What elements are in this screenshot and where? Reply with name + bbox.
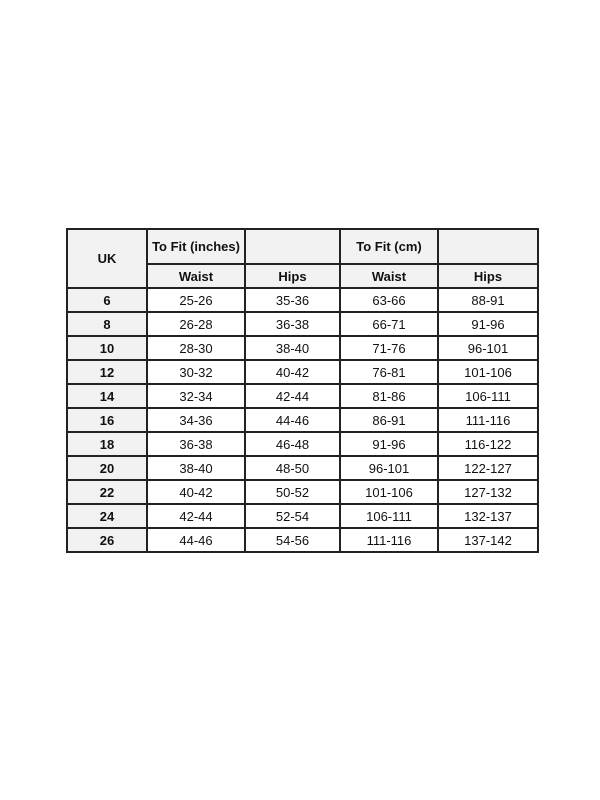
- inches-header: To Fit (inches): [146, 228, 246, 265]
- waist-cm-cell: 63-66: [339, 287, 439, 313]
- hips-inches-cell: 52-54: [244, 503, 341, 529]
- hips-cm-header: Hips: [437, 263, 539, 289]
- waist-cm-cell: 86-91: [339, 407, 439, 433]
- waist-cm-cell: 101-106: [339, 479, 439, 505]
- hips-inches-cell: 44-46: [244, 407, 341, 433]
- waist-in-header: Waist: [146, 263, 246, 289]
- header-row: UK To Fit (inches) To Fit (cm): [66, 228, 539, 289]
- table-row: 18 36-38 46-48 91-96 116-122: [66, 431, 539, 457]
- uk-size-cell: 22: [66, 479, 148, 505]
- hips-inches-cell: 40-42: [244, 359, 341, 385]
- waist-cm-cell: 96-101: [339, 455, 439, 481]
- table-row: 26 44-46 54-56 111-116 137-142: [66, 527, 539, 553]
- empty-header: [437, 228, 539, 265]
- waist-inches-cell: 28-30: [146, 335, 246, 361]
- table-row: 16 34-36 44-46 86-91 111-116: [66, 407, 539, 433]
- hips-cm-cell: 127-132: [437, 479, 539, 505]
- table-row: 22 40-42 50-52 101-106 127-132: [66, 479, 539, 505]
- hips-inches-cell: 54-56: [244, 527, 341, 553]
- uk-size-cell: 10: [66, 335, 148, 361]
- waist-inches-cell: 42-44: [146, 503, 246, 529]
- waist-inches-cell: 40-42: [146, 479, 246, 505]
- size-chart-table: UK To Fit (inches) To Fit (cm) Waist Hip…: [66, 228, 539, 553]
- hips-inches-cell: 48-50: [244, 455, 341, 481]
- subheader-row: Waist Hips Waist Hips: [67, 263, 539, 289]
- table-row: 14 32-34 42-44 81-86 106-111: [66, 383, 539, 409]
- table-row: 10 28-30 38-40 71-76 96-101: [66, 335, 539, 361]
- uk-size-cell: 14: [66, 383, 148, 409]
- hips-cm-cell: 101-106: [437, 359, 539, 385]
- waist-inches-cell: 34-36: [146, 407, 246, 433]
- hips-cm-cell: 137-142: [437, 527, 539, 553]
- hips-cm-cell: 106-111: [437, 383, 539, 409]
- waist-inches-cell: 25-26: [146, 287, 246, 313]
- waist-cm-cell: 91-96: [339, 431, 439, 457]
- waist-cm-header: Waist: [339, 263, 439, 289]
- waist-cm-cell: 111-116: [339, 527, 439, 553]
- table-row: 6 25-26 35-36 63-66 88-91: [66, 287, 539, 313]
- hips-inches-cell: 35-36: [244, 287, 341, 313]
- waist-cm-cell: 106-111: [339, 503, 439, 529]
- uk-size-cell: 16: [66, 407, 148, 433]
- waist-inches-cell: 32-34: [146, 383, 246, 409]
- waist-inches-cell: 38-40: [146, 455, 246, 481]
- hips-in-header: Hips: [244, 263, 341, 289]
- table-row: 8 26-28 36-38 66-71 91-96: [66, 311, 539, 337]
- hips-cm-cell: 111-116: [437, 407, 539, 433]
- uk-header: UK: [66, 228, 148, 289]
- uk-size-cell: 20: [66, 455, 148, 481]
- hips-cm-cell: 122-127: [437, 455, 539, 481]
- hips-cm-cell: 88-91: [437, 287, 539, 313]
- hips-cm-cell: 91-96: [437, 311, 539, 337]
- uk-size-cell: 12: [66, 359, 148, 385]
- hips-cm-cell: 132-137: [437, 503, 539, 529]
- cm-header: To Fit (cm): [339, 228, 439, 265]
- hips-inches-cell: 50-52: [244, 479, 341, 505]
- uk-size-cell: 18: [66, 431, 148, 457]
- waist-cm-cell: 81-86: [339, 383, 439, 409]
- hips-inches-cell: 36-38: [244, 311, 341, 337]
- waist-inches-cell: 36-38: [146, 431, 246, 457]
- waist-cm-cell: 76-81: [339, 359, 439, 385]
- hips-inches-cell: 38-40: [244, 335, 341, 361]
- waist-cm-cell: 71-76: [339, 335, 439, 361]
- uk-size-cell: 26: [66, 527, 148, 553]
- uk-size-cell: 6: [66, 287, 148, 313]
- hips-inches-cell: 46-48: [244, 431, 341, 457]
- uk-size-cell: 24: [66, 503, 148, 529]
- waist-inches-cell: 26-28: [146, 311, 246, 337]
- waist-inches-cell: 30-32: [146, 359, 246, 385]
- table-row: 24 42-44 52-54 106-111 132-137: [66, 503, 539, 529]
- uk-size-cell: 8: [66, 311, 148, 337]
- hips-cm-cell: 96-101: [437, 335, 539, 361]
- hips-cm-cell: 116-122: [437, 431, 539, 457]
- waist-inches-cell: 44-46: [146, 527, 246, 553]
- table-row: 12 30-32 40-42 76-81 101-106: [66, 359, 539, 385]
- hips-inches-cell: 42-44: [244, 383, 341, 409]
- empty-header: [244, 228, 341, 265]
- table-row: 20 38-40 48-50 96-101 122-127: [66, 455, 539, 481]
- waist-cm-cell: 66-71: [339, 311, 439, 337]
